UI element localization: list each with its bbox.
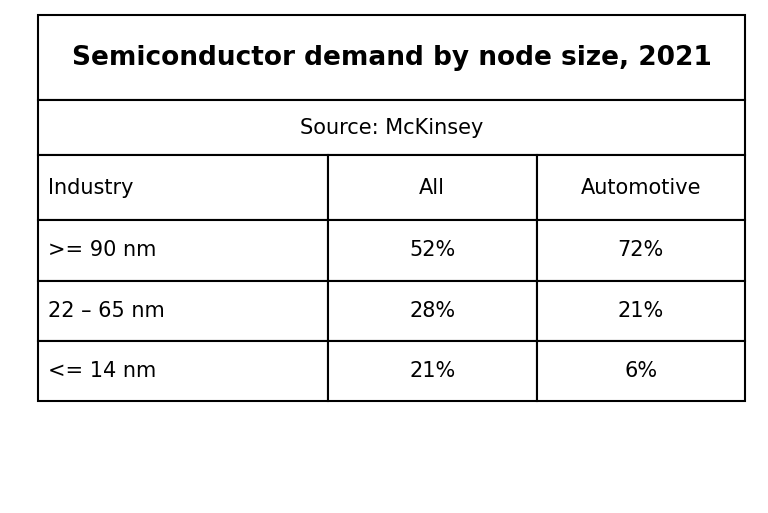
Bar	[537, 341, 745, 401]
Bar	[38, 155, 328, 221]
Bar	[328, 281, 537, 341]
Bar	[38, 15, 745, 100]
Bar	[38, 281, 328, 341]
Text: 21%: 21%	[617, 301, 664, 321]
Text: 21%: 21%	[409, 361, 455, 381]
Bar	[38, 221, 328, 281]
Bar	[328, 221, 537, 281]
Text: 72%: 72%	[617, 241, 664, 261]
Bar	[537, 281, 745, 341]
Text: 6%: 6%	[624, 361, 657, 381]
Text: 52%: 52%	[409, 241, 455, 261]
Bar	[328, 341, 537, 401]
Text: <= 14 nm: <= 14 nm	[48, 361, 156, 381]
Text: 28%: 28%	[409, 301, 455, 321]
Bar	[38, 341, 328, 401]
Bar	[328, 155, 537, 221]
Bar	[537, 155, 745, 221]
Text: Semiconductor demand by node size, 2021: Semiconductor demand by node size, 2021	[71, 45, 712, 71]
Bar	[537, 221, 745, 281]
Text: 22 – 65 nm: 22 – 65 nm	[48, 301, 164, 321]
Text: All: All	[419, 178, 445, 198]
Text: >= 90 nm: >= 90 nm	[48, 241, 156, 261]
Text: Source: McKinsey: Source: McKinsey	[300, 117, 483, 137]
Bar	[38, 100, 745, 155]
Text: Automotive: Automotive	[581, 178, 701, 198]
Text: Industry: Industry	[48, 178, 133, 198]
